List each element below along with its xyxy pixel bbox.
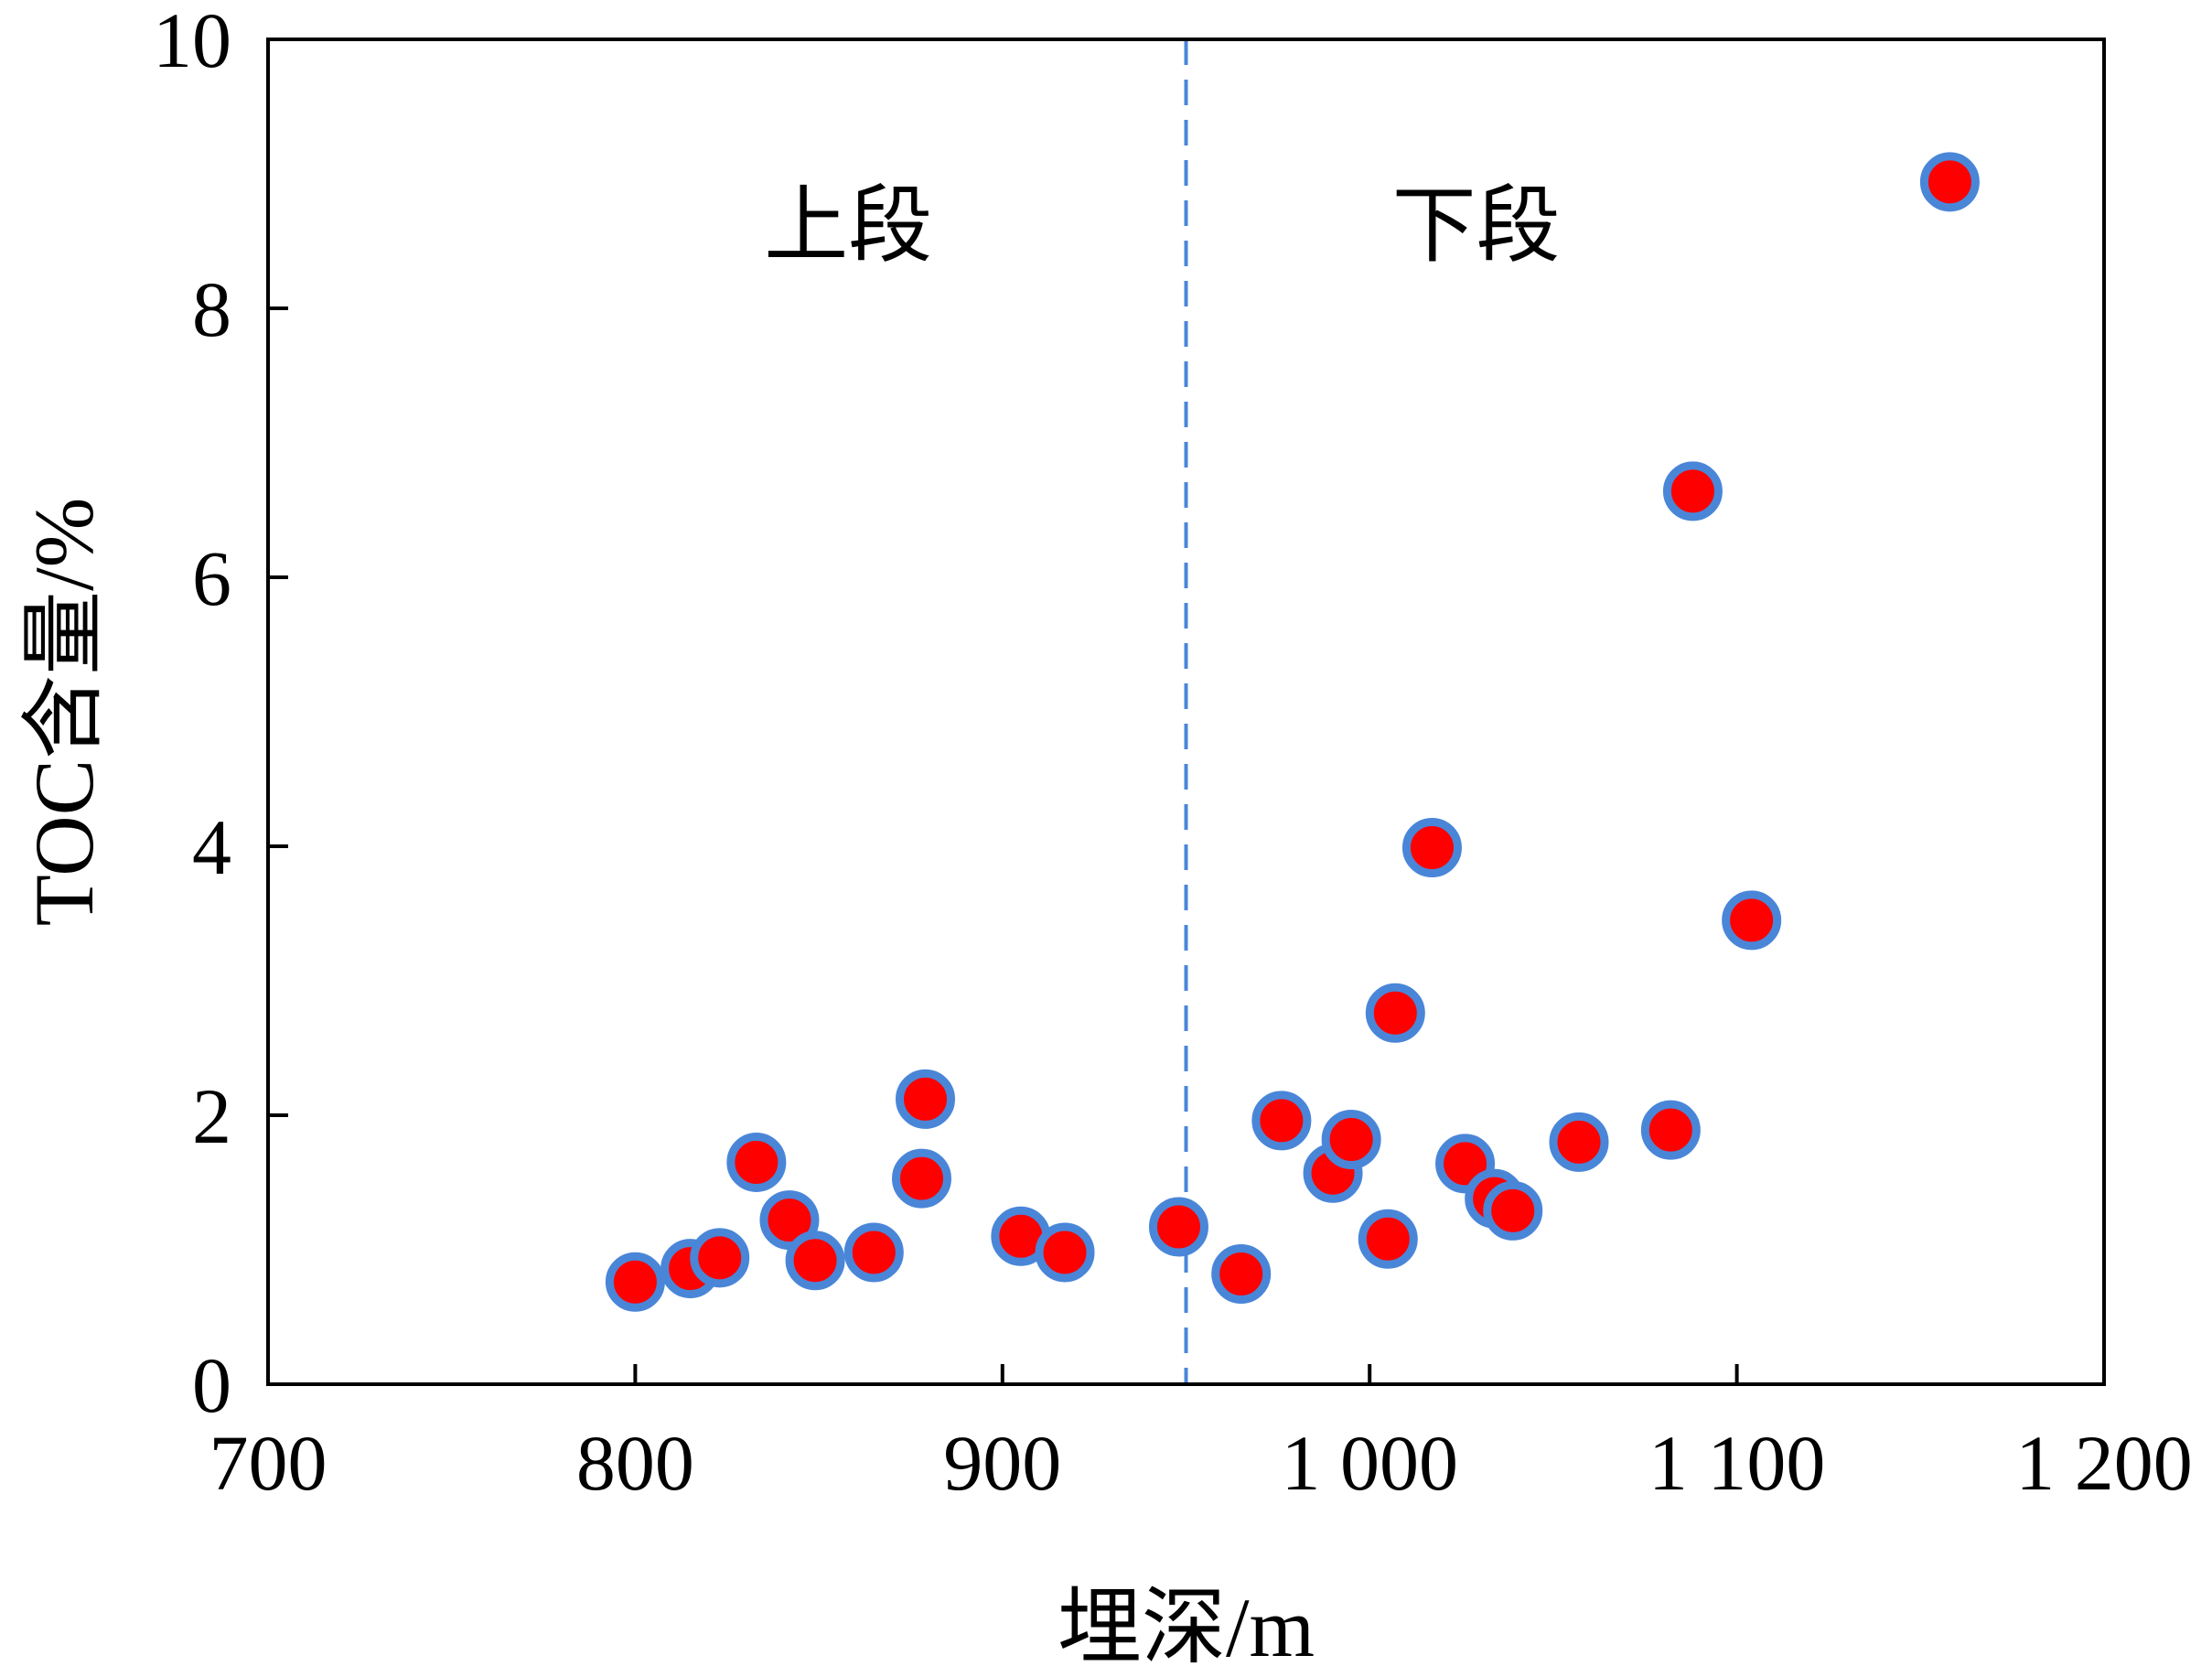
y-tick-label: 8 bbox=[192, 265, 231, 353]
x-tick-label: 800 bbox=[576, 1419, 694, 1507]
data-point bbox=[1401, 817, 1462, 877]
x-tick-label: 1 000 bbox=[1281, 1419, 1458, 1507]
data-point bbox=[1148, 1197, 1208, 1257]
label-layer: 700 800 900 1 000 1 100 1 200 0 2 4 6 8 10 上段 下段 bbox=[153, 0, 2193, 1507]
section-annotation: 上段 bbox=[764, 179, 932, 273]
y-tick-label: 2 bbox=[192, 1072, 231, 1160]
x-tick-label: 1 100 bbox=[1648, 1419, 1826, 1507]
x-axis-label: 埋深/m bbox=[1058, 1581, 1315, 1666]
data-point bbox=[1919, 152, 1980, 212]
data-point bbox=[785, 1231, 845, 1291]
y-axis-label: TOC含量/% bbox=[17, 498, 111, 927]
data-point bbox=[843, 1222, 904, 1283]
plot-frame bbox=[266, 38, 2106, 1386]
x-tick-label: 1 200 bbox=[2015, 1419, 2193, 1507]
data-point bbox=[1722, 890, 1782, 951]
data-points bbox=[605, 152, 1980, 1312]
x-tick-label: 700 bbox=[209, 1419, 328, 1507]
data-point bbox=[1483, 1180, 1543, 1241]
data-point bbox=[1365, 983, 1425, 1043]
data-point bbox=[896, 1069, 956, 1129]
data-point bbox=[1035, 1222, 1095, 1283]
data-point bbox=[1251, 1091, 1312, 1151]
y-tick-label: 0 bbox=[192, 1341, 231, 1429]
section-annotation: 下段 bbox=[1392, 179, 1561, 273]
data-point bbox=[690, 1228, 750, 1288]
x-tick-label: 900 bbox=[943, 1419, 1061, 1507]
data-point bbox=[726, 1132, 787, 1192]
y-tick-label: 10 bbox=[153, 0, 231, 84]
data-point bbox=[1549, 1112, 1609, 1172]
data-point bbox=[1640, 1100, 1701, 1160]
data-point bbox=[1211, 1243, 1272, 1304]
data-point bbox=[1662, 461, 1723, 521]
data-point bbox=[1321, 1109, 1381, 1169]
data-point bbox=[605, 1252, 665, 1312]
y-tick-label: 6 bbox=[192, 534, 231, 622]
y-tick-label: 4 bbox=[192, 803, 231, 891]
data-point bbox=[891, 1148, 951, 1209]
data-point bbox=[1358, 1209, 1418, 1269]
